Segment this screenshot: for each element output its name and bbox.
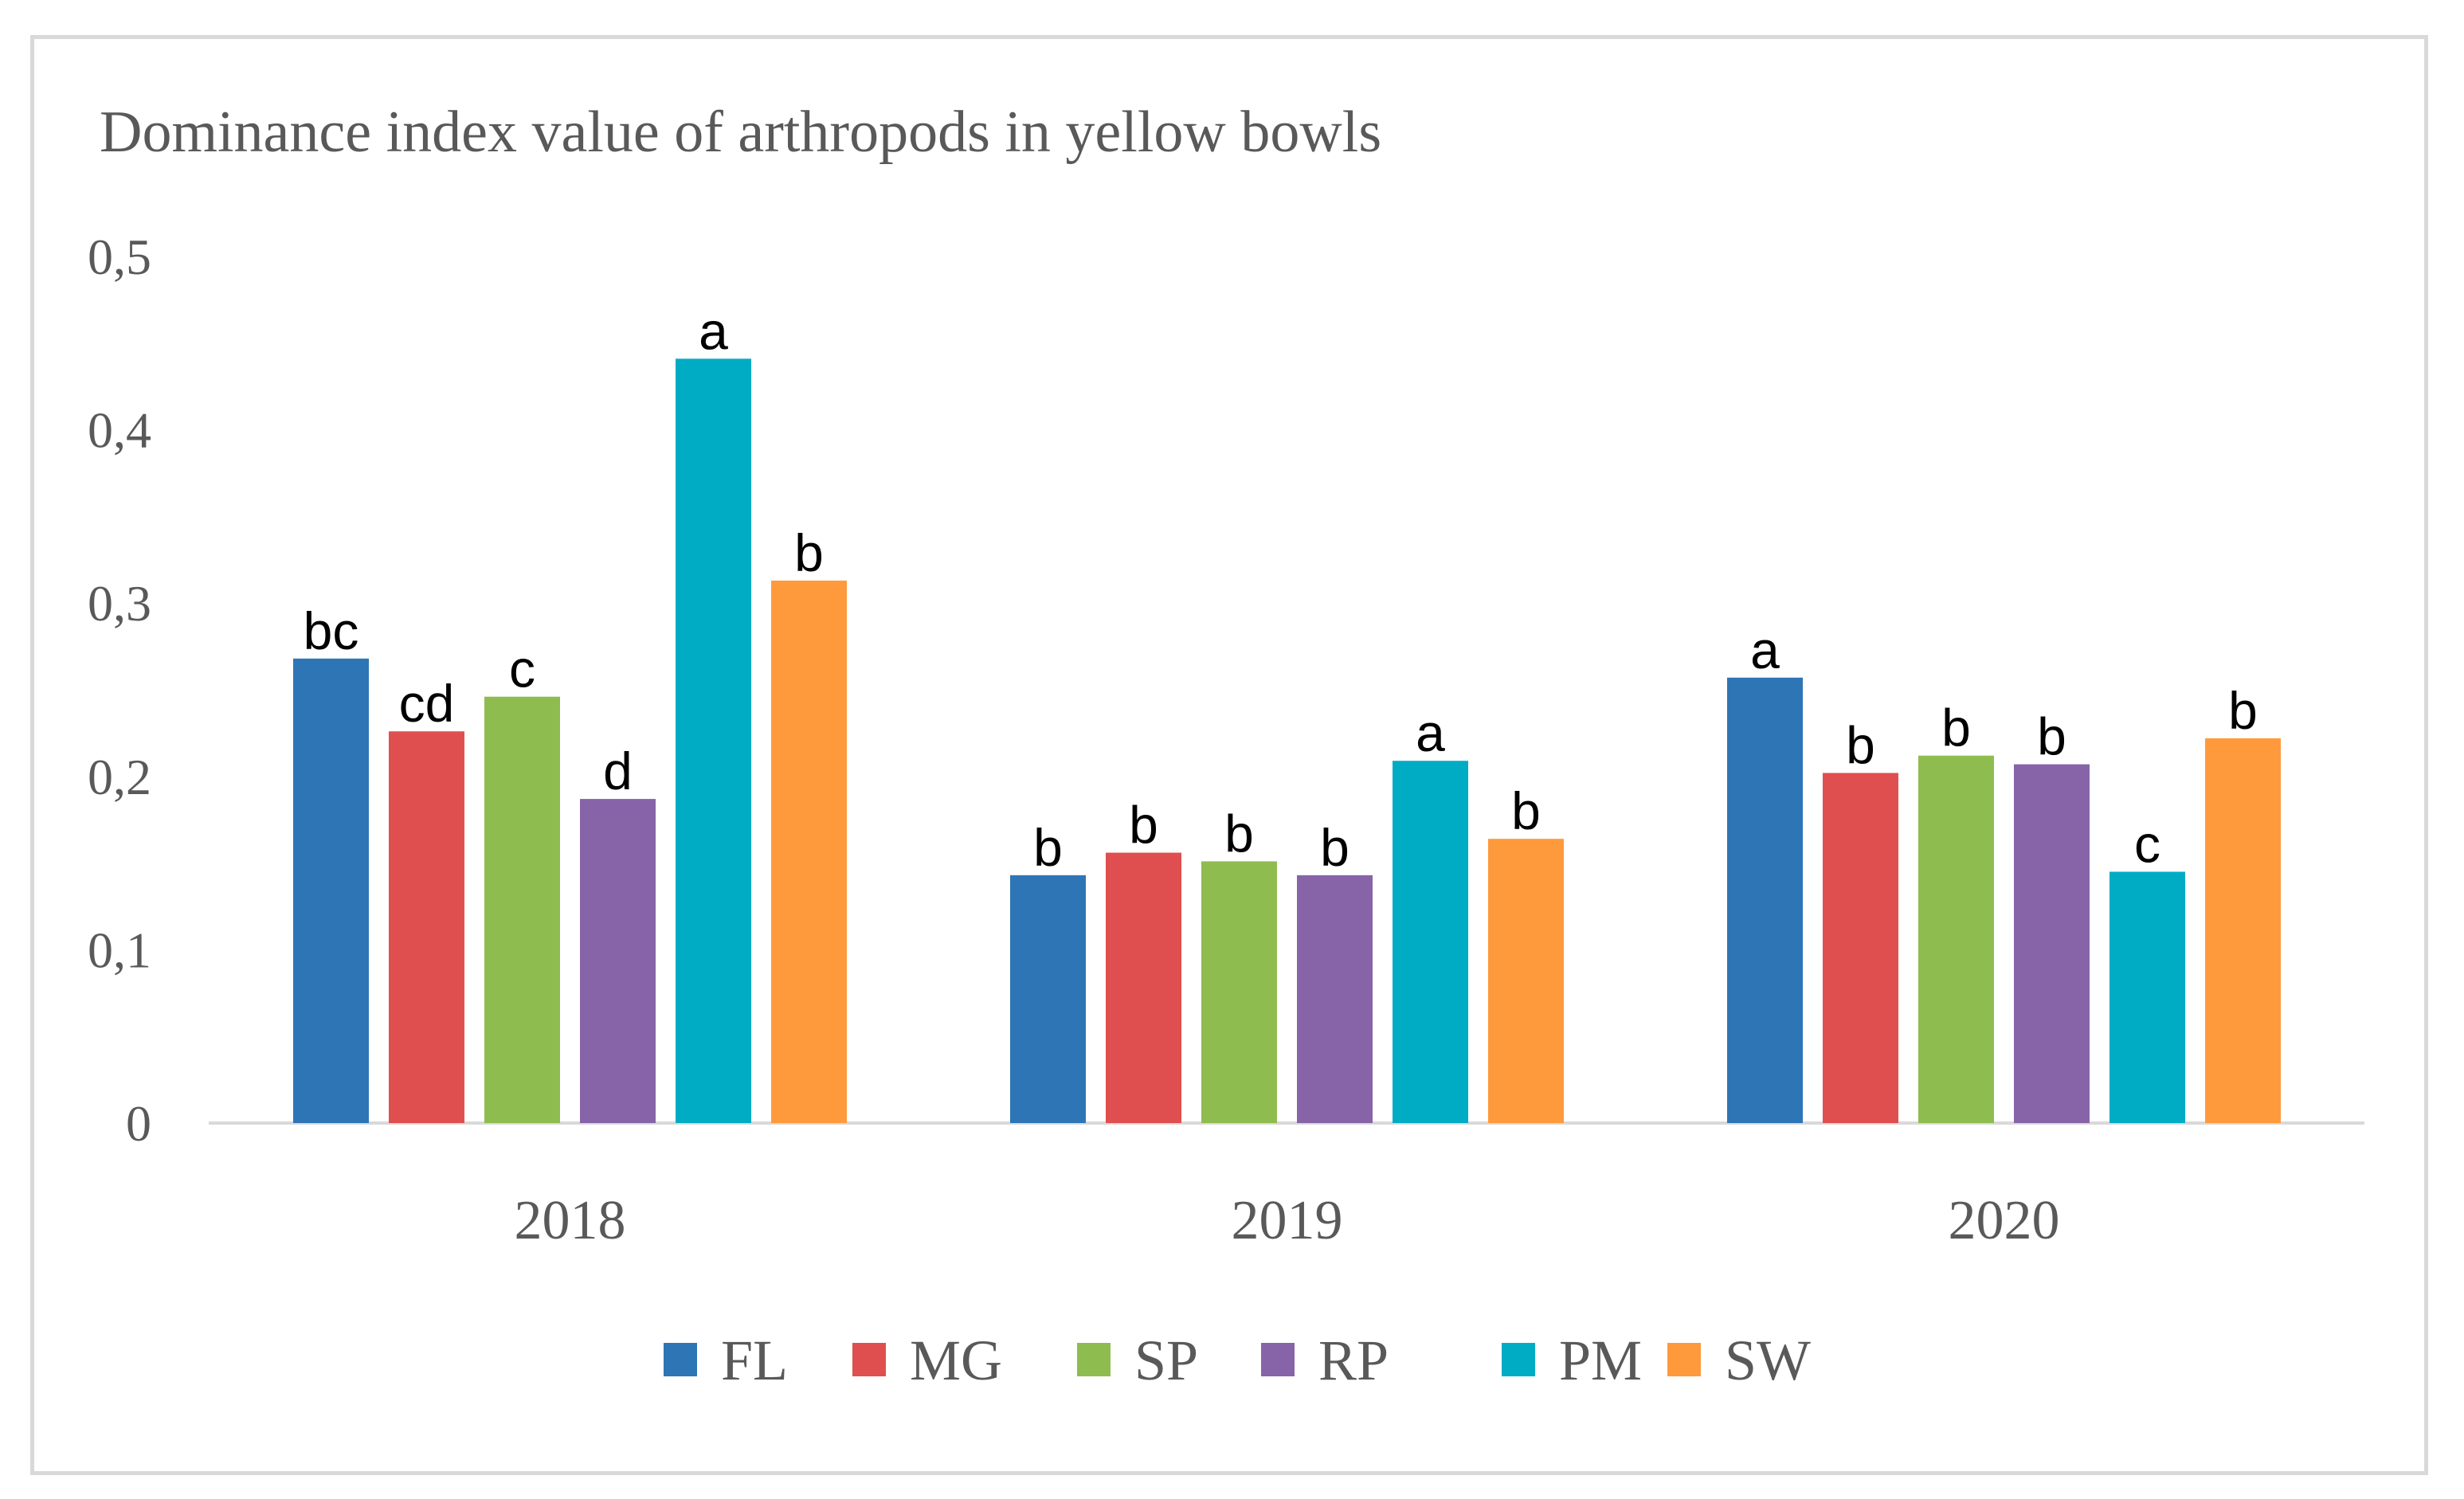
x-tick-label: 2019 bbox=[1232, 1190, 1343, 1251]
y-tick-label: 0,2 bbox=[88, 749, 151, 805]
legend-label-pm: PM bbox=[1559, 1329, 1642, 1392]
bar-significance-label: b bbox=[1224, 804, 1254, 863]
bar-significance-label: b bbox=[1320, 818, 1350, 877]
bar-sp-2018 bbox=[484, 696, 560, 1123]
bar-significance-label: c bbox=[2134, 814, 2160, 873]
bar-significance-label: b bbox=[2228, 681, 2258, 740]
legend-label-mg: MG bbox=[910, 1329, 1002, 1392]
y-tick-label: 0,5 bbox=[88, 229, 151, 285]
bar-mg-2019 bbox=[1106, 852, 1181, 1123]
bar-fl-2019 bbox=[1010, 875, 1086, 1123]
x-tick-label: 2020 bbox=[1949, 1190, 2060, 1251]
legend-swatch-sw bbox=[1667, 1343, 1701, 1376]
bar-sw-2020 bbox=[2205, 738, 2281, 1123]
bar-rp-2019 bbox=[1297, 875, 1373, 1123]
bar-significance-label: cd bbox=[399, 674, 455, 733]
legend-swatch-pm bbox=[1502, 1343, 1535, 1376]
bar-significance-label: b bbox=[1846, 715, 1875, 774]
bar-significance-label: b bbox=[1129, 796, 1158, 855]
bar-pm-2018 bbox=[676, 358, 751, 1123]
bar-significance-label: bc bbox=[304, 601, 359, 660]
bar-mg-2018 bbox=[389, 731, 464, 1123]
x-axis-ticks: 2018 2019 2020 bbox=[515, 1190, 2060, 1251]
legend-label-fl: FL bbox=[721, 1329, 788, 1392]
bar-rp-2018 bbox=[580, 799, 656, 1123]
legend-swatch-fl bbox=[664, 1343, 697, 1376]
legend-swatch-sp bbox=[1077, 1343, 1111, 1376]
bar-mg-2020 bbox=[1823, 773, 1898, 1123]
bar-significance-label: c bbox=[509, 640, 535, 699]
y-tick-label: 0,1 bbox=[88, 922, 151, 978]
bars bbox=[293, 358, 2281, 1123]
bar-fl-2020 bbox=[1727, 677, 1803, 1123]
bar-significance-label: a bbox=[699, 301, 728, 360]
bar-significance-label: b bbox=[2037, 707, 2066, 766]
bar-significance-label: b bbox=[794, 523, 824, 582]
y-tick-label: 0 bbox=[126, 1095, 151, 1152]
bar-significance-label: b bbox=[1511, 781, 1541, 840]
bar-significance-label: b bbox=[1033, 818, 1063, 877]
bar-fl-2018 bbox=[293, 658, 369, 1123]
bar-significance-label: a bbox=[1416, 703, 1445, 762]
legend-label-sw: SW bbox=[1725, 1329, 1811, 1392]
bar-pm-2019 bbox=[1393, 761, 1468, 1123]
legend-label-sp: SP bbox=[1134, 1329, 1198, 1392]
x-tick-label: 2018 bbox=[515, 1190, 626, 1251]
bar-pm-2020 bbox=[2109, 871, 2185, 1123]
bar-sw-2019 bbox=[1488, 839, 1564, 1123]
bar-sw-2018 bbox=[771, 580, 847, 1123]
legend-swatch-mg bbox=[852, 1343, 886, 1376]
legend-label-rp: RP bbox=[1318, 1329, 1389, 1392]
bar-rp-2020 bbox=[2014, 764, 2090, 1123]
legend: FL MG SP RP PM SW bbox=[664, 1329, 1811, 1392]
legend-swatch-rp bbox=[1261, 1343, 1295, 1376]
bar-significance-label: d bbox=[603, 742, 633, 800]
chart-title: Dominance index value of arthropods in y… bbox=[100, 100, 1381, 165]
bar-significance-label: b bbox=[1941, 699, 1971, 757]
bar-significance-label: a bbox=[1750, 620, 1780, 679]
y-tick-label: 0,3 bbox=[88, 575, 151, 632]
y-axis-ticks: 0 0,1 0,2 0,3 0,4 0,5 bbox=[88, 229, 151, 1152]
bar-sp-2019 bbox=[1201, 861, 1277, 1123]
y-tick-label: 0,4 bbox=[88, 402, 151, 459]
bar-sp-2020 bbox=[1918, 755, 1994, 1123]
